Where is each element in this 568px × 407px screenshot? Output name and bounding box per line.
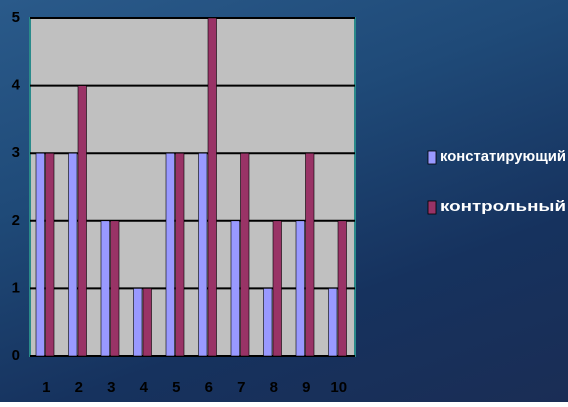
legend-label: контрольный bbox=[440, 198, 566, 215]
x-tick-label: 6 bbox=[205, 379, 213, 396]
bar bbox=[142, 288, 152, 357]
bar bbox=[133, 288, 143, 357]
bar bbox=[100, 220, 110, 357]
bar bbox=[68, 152, 78, 357]
bar bbox=[230, 220, 240, 357]
y-tick-label: 4 bbox=[12, 77, 21, 94]
x-tick-label: 4 bbox=[140, 379, 149, 396]
y-tick-label: 5 bbox=[12, 9, 20, 26]
bar bbox=[45, 152, 55, 357]
y-tick-label: 0 bbox=[12, 347, 20, 364]
x-tick-label: 8 bbox=[270, 379, 278, 396]
x-tick-label: 9 bbox=[302, 379, 310, 396]
x-tick-label: 1 bbox=[42, 379, 50, 396]
bar bbox=[198, 152, 208, 357]
x-tick-label: 10 bbox=[330, 379, 347, 396]
bar bbox=[295, 220, 305, 357]
y-tick-label: 3 bbox=[12, 144, 20, 161]
x-tick-label: 5 bbox=[172, 379, 180, 396]
legend-swatch bbox=[427, 200, 437, 215]
bar bbox=[305, 152, 315, 357]
bar bbox=[337, 220, 347, 357]
x-tick-label: 2 bbox=[75, 379, 83, 396]
bar bbox=[165, 152, 175, 357]
x-tick-label: 3 bbox=[107, 379, 115, 396]
bar bbox=[175, 152, 185, 357]
bar bbox=[35, 152, 45, 357]
bar bbox=[110, 220, 120, 357]
bar bbox=[272, 220, 282, 357]
x-tick-label: 7 bbox=[237, 379, 245, 396]
bar bbox=[77, 85, 87, 357]
bar bbox=[207, 17, 217, 357]
bar bbox=[263, 288, 273, 357]
bar bbox=[328, 288, 338, 357]
y-tick-label: 1 bbox=[12, 279, 20, 296]
legend-swatch bbox=[427, 150, 437, 165]
bar bbox=[240, 152, 250, 357]
y-tick-label: 2 bbox=[12, 212, 20, 229]
legend-label: констатирующий bbox=[440, 148, 566, 165]
